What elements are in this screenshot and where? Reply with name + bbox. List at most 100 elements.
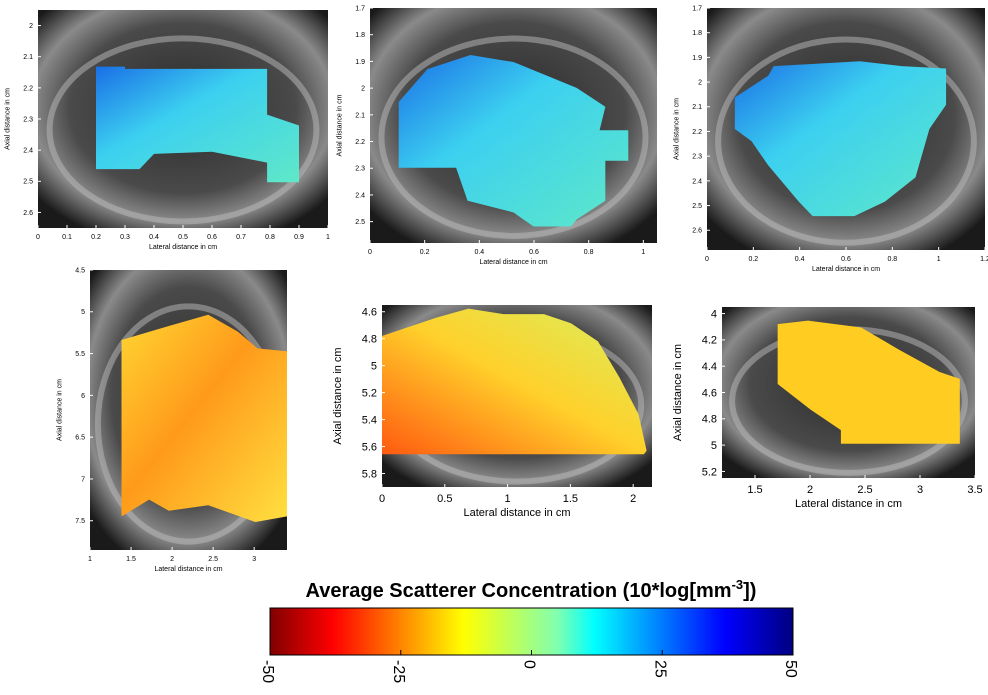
y-tick-label: 5.2 xyxy=(702,466,717,478)
y-tick-label: 2.5 xyxy=(355,219,365,226)
x-tick-label: 0.8 xyxy=(584,249,594,256)
x-tick-label: 0.8 xyxy=(265,234,275,241)
x-tick-label: 1 xyxy=(88,556,92,563)
y-tick-label: 4.5 xyxy=(75,267,85,274)
x-tick-label: 0 xyxy=(705,256,709,263)
y-axis-label: Axial distance in cm xyxy=(674,98,681,160)
tissue-boundary xyxy=(378,35,649,239)
x-tick-label: 0.7 xyxy=(236,234,246,241)
tissue-boundary xyxy=(46,35,320,225)
colorbar-tick-label: 25 xyxy=(651,660,668,678)
y-tick-label: 7 xyxy=(81,476,85,483)
y-tick-label: 1.7 xyxy=(692,5,702,12)
parametric-overlay xyxy=(777,320,960,444)
y-tick-label: 2.1 xyxy=(692,104,702,111)
x-tick-label: 0 xyxy=(36,234,40,241)
y-tick-label: 5 xyxy=(371,361,377,373)
y-tick-label: 5.4 xyxy=(362,414,377,426)
x-tick-label: 0.3 xyxy=(120,234,130,241)
y-tick-label: 2.6 xyxy=(23,210,33,217)
x-tick-label: 3 xyxy=(917,484,923,496)
x-axis-label: Lateral distance in cm xyxy=(464,507,571,519)
x-tick-label: 0.6 xyxy=(207,234,217,241)
x-axis-label: Lateral distance in cm xyxy=(154,566,222,573)
x-tick-label: 0.4 xyxy=(149,234,159,241)
x-tick-label: 1.2 xyxy=(980,256,988,263)
y-tick-label: 4.6 xyxy=(702,387,717,399)
x-tick-label: 0 xyxy=(379,493,385,505)
y-tick-label: 2.6 xyxy=(692,228,702,235)
y-tick-label: 2.4 xyxy=(355,192,365,199)
y-axis-label: Axial distance in cm xyxy=(332,347,344,444)
parametric-overlay xyxy=(734,61,947,217)
y-tick-label: 2.5 xyxy=(692,203,702,210)
y-tick-label: 4.2 xyxy=(702,335,717,347)
y-tick-label: 2.5 xyxy=(23,179,33,186)
y-tick-label: 2.1 xyxy=(23,54,33,61)
x-tick-label: 2 xyxy=(807,484,813,496)
y-tick-label: 4.8 xyxy=(362,334,377,346)
y-tick-label: 5.8 xyxy=(362,468,377,480)
x-tick-label: 1.5 xyxy=(126,556,136,563)
x-tick-label: 1.5 xyxy=(563,493,578,505)
y-tick-label: 2 xyxy=(698,80,702,87)
y-tick-label: 6.5 xyxy=(75,435,85,442)
y-tick-label: 2.3 xyxy=(355,166,365,173)
colorbar-tick-label: 0 xyxy=(521,660,538,669)
x-tick-label: 0.9 xyxy=(294,234,304,241)
x-tick-label: 0.8 xyxy=(887,256,897,263)
y-tick-label: 7.5 xyxy=(75,518,85,525)
x-tick-label: 1.5 xyxy=(747,484,762,496)
parametric-overlay xyxy=(398,55,629,227)
x-tick-label: 3 xyxy=(252,556,256,563)
x-tick-label: 1 xyxy=(937,256,941,263)
colorbar xyxy=(269,607,794,656)
parametric-overlay xyxy=(96,66,299,183)
x-tick-label: 0.4 xyxy=(795,256,805,263)
x-axis-label: Lateral distance in cm xyxy=(149,244,217,251)
x-tick-label: 0.4 xyxy=(474,249,484,256)
y-tick-label: 2 xyxy=(29,23,33,30)
y-axis-label: Axial distance in cm xyxy=(5,88,12,150)
x-tick-label: 0.5 xyxy=(178,234,188,241)
x-tick-label: 0.6 xyxy=(529,249,539,256)
colorbar-title-end: ]) xyxy=(743,580,756,602)
y-tick-label: 2.2 xyxy=(692,129,702,136)
y-tick-label: 5.5 xyxy=(75,351,85,358)
y-tick-label: 2.3 xyxy=(23,116,33,123)
y-tick-label: 2.2 xyxy=(23,85,33,92)
y-tick-label: 6 xyxy=(81,393,85,400)
y-tick-label: 1.9 xyxy=(355,59,365,66)
y-tick-label: 2.2 xyxy=(355,139,365,146)
x-tick-label: 3.5 xyxy=(967,484,982,496)
colorbar-tick-label: 50 xyxy=(782,660,799,678)
colorbar-tick-label: -25 xyxy=(390,660,407,683)
tissue-boundary xyxy=(715,36,977,246)
y-tick-label: 4.4 xyxy=(702,361,717,373)
y-tick-label: 2.3 xyxy=(692,154,702,161)
x-tick-label: 0 xyxy=(368,249,372,256)
colorbar-title-sup: -3 xyxy=(732,577,744,592)
y-tick-label: 5.2 xyxy=(362,387,377,399)
colorbar-tick-label: -50 xyxy=(259,660,276,683)
x-tick-label: 1 xyxy=(326,234,330,241)
x-axis-label: Lateral distance in cm xyxy=(479,259,547,266)
x-axis-label: Lateral distance in cm xyxy=(795,498,902,510)
x-tick-label: 2.5 xyxy=(208,556,218,563)
x-tick-label: 1 xyxy=(505,493,511,505)
y-tick-label: 2 xyxy=(361,86,365,93)
y-axis-label: Axial distance in cm xyxy=(672,344,684,441)
x-tick-label: 0.2 xyxy=(748,256,758,263)
x-tick-label: 2 xyxy=(630,493,636,505)
x-tick-label: 1 xyxy=(641,249,645,256)
x-tick-label: 2.5 xyxy=(857,484,872,496)
x-tick-label: 0.2 xyxy=(91,234,101,241)
y-tick-label: 4 xyxy=(711,308,717,320)
y-tick-label: 1.9 xyxy=(692,55,702,62)
x-tick-label: 0.5 xyxy=(437,493,452,505)
x-axis-label: Lateral distance in cm xyxy=(812,266,880,273)
y-tick-label: 1.8 xyxy=(355,32,365,39)
y-tick-label: 4.6 xyxy=(362,307,377,319)
y-tick-label: 5.6 xyxy=(362,441,377,453)
